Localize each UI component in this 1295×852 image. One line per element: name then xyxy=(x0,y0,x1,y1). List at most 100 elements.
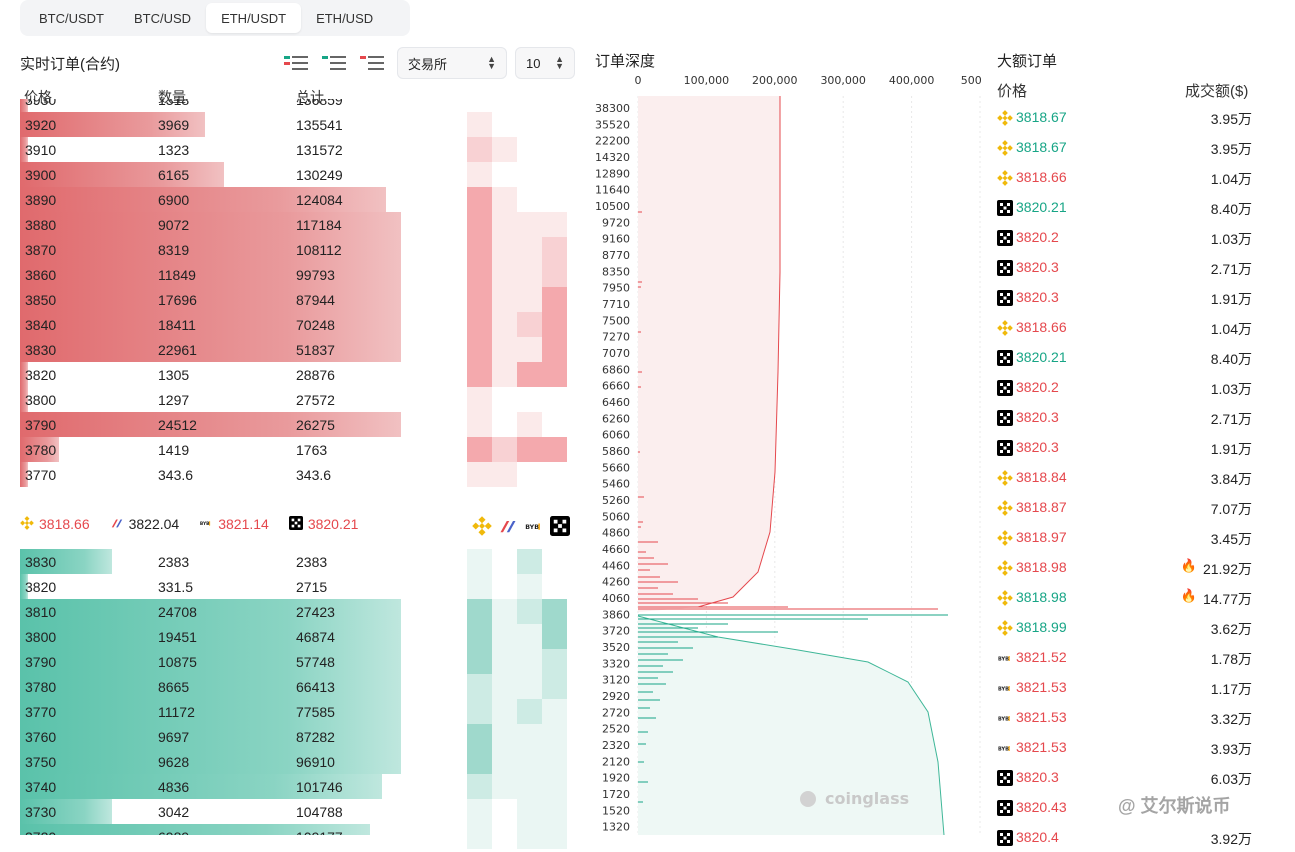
ask-row[interactable]: 3920 3969 135541 xyxy=(20,112,410,137)
bids-view-icon[interactable] xyxy=(322,54,348,72)
bid-price: 3740 xyxy=(25,779,57,795)
large-order-row[interactable]: 3820.2 1.03万 xyxy=(997,222,1257,252)
large-order-row[interactable]: 3820.3 2.71万 xyxy=(997,252,1257,282)
tab-btc-usdt[interactable]: BTC/USDT xyxy=(39,10,104,26)
heat-cell xyxy=(467,649,492,674)
bid-row[interactable]: 3730 3042 104788 xyxy=(20,799,410,824)
large-order-row[interactable]: 3820.2 1.03万 xyxy=(997,372,1257,402)
large-order-row[interactable]: BYB 3821.53 3.32万 xyxy=(997,702,1257,732)
ask-row[interactable]: 3770 343.6 343.6 xyxy=(20,462,410,487)
ask-total: 124084 xyxy=(296,192,343,208)
heat-cell xyxy=(467,749,492,774)
bid-total: 57748 xyxy=(296,654,335,670)
large-order-row[interactable]: 3818.84 3.84万 xyxy=(997,462,1257,492)
ask-row[interactable]: 3800 1297 27572 xyxy=(20,387,410,412)
large-order-row[interactable]: 3820.3 1.91万 xyxy=(997,432,1257,462)
ask-row[interactable]: 3780 1419 1763 xyxy=(20,437,410,462)
heat-cell xyxy=(542,212,567,237)
ask-row[interactable]: 3880 9072 117184 xyxy=(20,212,410,237)
large-order-row[interactable]: BYB 3821.53 1.17万 xyxy=(997,672,1257,702)
large-order-row[interactable]: 3818.66 1.04万 xyxy=(997,312,1257,342)
ask-row[interactable]: 3870 8319 108112 xyxy=(20,237,410,262)
ask-qty: 18411 xyxy=(158,317,196,333)
large-order-price: 3818.98 xyxy=(1016,559,1067,575)
large-order-row[interactable]: 3818.67 3.95万 xyxy=(997,132,1257,162)
ask-row[interactable]: 3860 11849 99793 xyxy=(20,262,410,287)
large-order-row[interactable]: 3820.4 3.92万 xyxy=(997,822,1257,852)
bid-depth-bar xyxy=(20,724,402,749)
bid-total: 87282 xyxy=(296,729,335,745)
ask-row[interactable]: 3930 1318 136859 xyxy=(20,99,410,112)
large-order-price: 3818.84 xyxy=(1016,469,1067,485)
both-sides-view-icon[interactable] xyxy=(284,54,310,72)
ask-row[interactable]: 3840 18411 70248 xyxy=(20,312,410,337)
bid-row[interactable]: 3820 331.5 2715 xyxy=(20,574,410,599)
large-order-amount: 6.03万 xyxy=(1210,771,1252,787)
depth-level-select[interactable]: 10 ▲ ▼ xyxy=(515,47,575,79)
large-order-row[interactable]: BYB 3821.53 3.93万 xyxy=(997,732,1257,762)
ask-row[interactable]: 3890 6900 124084 xyxy=(20,187,410,212)
ask-row[interactable]: 3820 1305 28876 xyxy=(20,362,410,387)
bid-row[interactable]: 3770 11172 77585 xyxy=(20,699,410,724)
ask-row[interactable]: 3850 17696 87944 xyxy=(20,287,410,312)
svg-text:BYB: BYB xyxy=(998,717,1009,723)
ask-row[interactable]: 3900 6165 130249 xyxy=(20,162,410,187)
large-order-amount: 2.71万 xyxy=(1210,411,1252,427)
depth-y-label: 6260 xyxy=(602,412,630,425)
heat-cell xyxy=(467,574,492,599)
large-order-row[interactable]: BYB 3821.52 1.78万 xyxy=(997,642,1257,672)
large-order-row[interactable]: 3818.98 21.92万 🔥 xyxy=(997,552,1257,582)
bid-row[interactable]: 3800 19451 46874 xyxy=(20,624,410,649)
exchange-select[interactable]: 交易所 ▲ ▼ xyxy=(397,47,507,79)
large-order-amount: 3.92万 xyxy=(1210,831,1252,847)
ask-price: 3770 xyxy=(25,467,57,483)
bid-row[interactable]: 3790 10875 57748 xyxy=(20,649,410,674)
depth-x-tick: 0 xyxy=(635,74,642,87)
heat-cell xyxy=(467,699,492,724)
ask-depth-bar xyxy=(20,387,28,412)
bid-row[interactable]: 3720 6989 109177 xyxy=(20,824,410,835)
heat-cell xyxy=(542,674,567,699)
large-order-price: 3820.21 xyxy=(1016,349,1067,365)
bid-row[interactable]: 3750 9628 96910 xyxy=(20,749,410,774)
bid-row[interactable]: 3740 4836 101746 xyxy=(20,774,410,799)
ask-depth-bar xyxy=(20,99,28,112)
tab-eth-usd[interactable]: ETH/USD xyxy=(316,10,374,26)
large-order-row[interactable]: 3818.66 1.04万 xyxy=(997,162,1257,192)
tab-eth-usdt[interactable]: ETH/USDT xyxy=(206,3,302,33)
ask-row[interactable]: 3830 22961 51837 xyxy=(20,337,410,362)
ask-total: 1763 xyxy=(296,442,328,458)
bid-row[interactable]: 3760 9697 87282 xyxy=(20,724,410,749)
large-orders-amount-header: 成交额($) xyxy=(1185,83,1249,100)
large-order-row[interactable]: 3818.97 3.45万 xyxy=(997,522,1257,552)
bid-row[interactable]: 3780 8665 66413 xyxy=(20,674,410,699)
heat-cell xyxy=(517,599,542,624)
large-order-row[interactable]: 3820.3 2.71万 xyxy=(997,402,1257,432)
large-order-row[interactable]: 3820.43 xyxy=(997,792,1257,822)
large-order-row[interactable]: 3820.3 6.03万 xyxy=(997,762,1257,792)
bid-row[interactable]: 3830 2383 2383 xyxy=(20,549,410,574)
bybit-icon[interactable]: BYB xyxy=(524,516,546,541)
asks-view-icon[interactable] xyxy=(360,54,386,72)
large-order-row[interactable]: 3818.87 7.07万 xyxy=(997,492,1257,522)
tab-btc-usd[interactable]: BTC/USD xyxy=(134,10,192,26)
large-orders-title: 大额订单 xyxy=(997,53,1058,70)
ask-row[interactable]: 3910 1323 131572 xyxy=(20,137,410,162)
large-order-row[interactable]: 3820.21 8.40万 xyxy=(997,342,1257,372)
bid-depth-bar xyxy=(20,624,402,649)
okx-icon xyxy=(997,410,1013,426)
large-order-row[interactable]: 3818.67 3.95万 xyxy=(997,102,1257,132)
binance-icon[interactable] xyxy=(472,516,494,541)
large-order-row[interactable]: 3820.3 1.91万 xyxy=(997,282,1257,312)
large-order-row[interactable]: 3820.21 8.40万 xyxy=(997,192,1257,222)
bid-row[interactable]: 3810 24708 27423 xyxy=(20,599,410,624)
large-order-row[interactable]: 3818.99 3.62万 xyxy=(997,612,1257,642)
binance-icon xyxy=(997,530,1013,546)
okx-icon[interactable] xyxy=(550,516,572,541)
ask-row[interactable]: 3790 24512 26275 xyxy=(20,412,410,437)
exchange-icons: BYB xyxy=(472,516,572,541)
depth-y-label: 6460 xyxy=(602,396,630,409)
bitmex-icon[interactable] xyxy=(498,516,520,541)
heat-cell xyxy=(467,237,492,262)
large-order-row[interactable]: 3818.98 14.77万 🔥 xyxy=(997,582,1257,612)
